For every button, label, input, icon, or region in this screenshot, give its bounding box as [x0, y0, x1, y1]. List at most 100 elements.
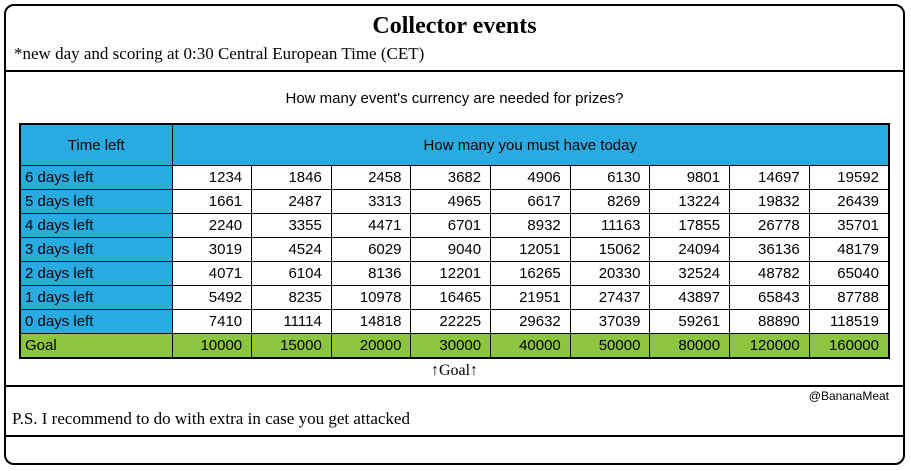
question-text: How many event's currency are needed for… [285, 89, 624, 107]
goal-value-cell: 30000 [410, 333, 492, 359]
goal-value-cell: 15000 [251, 333, 332, 359]
table-section: How many event's currency are needed for… [6, 72, 903, 387]
ps-note: P.S. I recommend to do with extra in cas… [12, 408, 410, 428]
value-cell: 1661 [171, 189, 253, 215]
value-cell: 22225 [410, 309, 492, 335]
value-cell: 1234 [171, 165, 253, 191]
row-label: 5 days left [19, 189, 173, 215]
value-cell: 24094 [649, 237, 731, 263]
value-cell: 12201 [410, 261, 492, 287]
table-row: 0 days left 7410 11114 14818 22225 29632 37039… [19, 309, 890, 335]
value-cell: 14818 [330, 309, 412, 335]
goal-marker: ↑Goal↑ [430, 361, 479, 379]
value-cell: 8235 [251, 285, 332, 311]
value-cell: 16465 [410, 285, 492, 311]
value-cell: 4071 [171, 261, 253, 287]
value-cell: 36136 [729, 237, 810, 263]
value-cell: 4524 [251, 237, 332, 263]
value-cell: 59261 [649, 309, 731, 335]
value-cell: 6701 [410, 213, 492, 239]
values-header: How many you must have today [171, 123, 890, 167]
value-cell: 29632 [490, 309, 571, 335]
value-cell: 5492 [171, 285, 253, 311]
row-label: 6 days left [19, 165, 173, 191]
subtitle-note: *new day and scoring at 0:30 Central Eur… [14, 43, 425, 63]
row-label: 3 days left [19, 237, 173, 263]
value-cell: 3355 [251, 213, 332, 239]
goal-row: Goal 10000 15000 20000 30000 40000 50000 80000 1… [19, 333, 890, 359]
value-cell: 43897 [649, 285, 731, 311]
table-row: 2 days left 4071 6104 8136 12201 16265 20330 32… [19, 261, 890, 287]
value-cell: 10978 [330, 285, 412, 311]
value-cell: 26778 [729, 213, 810, 239]
value-cell: 2458 [330, 165, 412, 191]
credit-handle: @BananaMeat [808, 388, 889, 403]
value-cell: 26439 [808, 189, 890, 215]
value-cell: 11163 [569, 213, 651, 239]
row-label: 4 days left [19, 213, 173, 239]
value-cell: 35701 [808, 213, 890, 239]
value-cell: 4965 [410, 189, 492, 215]
value-cell: 6104 [251, 261, 332, 287]
value-cell: 88890 [729, 309, 810, 335]
value-cell: 3019 [171, 237, 253, 263]
value-cell: 3313 [330, 189, 412, 215]
value-cell: 16265 [490, 261, 571, 287]
value-cell: 19832 [729, 189, 810, 215]
value-cell: 12051 [490, 237, 571, 263]
value-cell: 2240 [171, 213, 253, 239]
value-cell: 37039 [569, 309, 651, 335]
value-cell: 65040 [808, 261, 890, 287]
page-title: Collector events [372, 13, 537, 39]
value-cell: 6130 [569, 165, 651, 191]
collector-events-card: Collector events *new day and scoring at… [4, 4, 905, 465]
value-cell: 4906 [490, 165, 571, 191]
time-left-header: Time left [19, 123, 173, 167]
value-cell: 8269 [569, 189, 651, 215]
value-cell: 32524 [649, 261, 731, 287]
value-cell: 2487 [251, 189, 332, 215]
table-row: 1 days left 5492 8235 10978 16465 21951 27437 4… [19, 285, 890, 311]
value-cell: 20330 [569, 261, 651, 287]
value-cell: 9801 [649, 165, 731, 191]
value-cell: 4471 [330, 213, 412, 239]
value-cell: 15062 [569, 237, 651, 263]
goal-row-label: Goal [19, 333, 173, 359]
table-row: 3 days left 3019 4524 6029 9040 12051 15062 240… [19, 237, 890, 263]
value-cell: 7410 [171, 309, 253, 335]
value-cell: 9040 [410, 237, 492, 263]
goal-value-cell: 160000 [808, 333, 890, 359]
value-cell: 13224 [649, 189, 731, 215]
value-cell: 87788 [808, 285, 890, 311]
value-cell: 8136 [330, 261, 412, 287]
goal-value-cell: 40000 [490, 333, 571, 359]
value-cell: 14697 [729, 165, 810, 191]
goal-value-cell: 80000 [649, 333, 731, 359]
table-header-row: Time left How many you must have today [19, 123, 890, 167]
value-cell: 6029 [330, 237, 412, 263]
row-label: 0 days left [19, 309, 173, 335]
row-label: 1 days left [19, 285, 173, 311]
table-row: 6 days left 1234 1846 2458 3682 4906 6130 9801 1… [19, 165, 890, 191]
value-cell: 3682 [410, 165, 492, 191]
footer-section: @BananaMeat P.S. I recommend to do with … [6, 387, 903, 437]
value-cell: 48179 [808, 237, 890, 263]
prize-table: Time left How many you must have today 6… [19, 122, 890, 359]
goal-value-cell: 10000 [171, 333, 253, 359]
value-cell: 8932 [490, 213, 571, 239]
value-cell: 118519 [808, 309, 890, 335]
goal-value-cell: 50000 [569, 333, 651, 359]
value-cell: 19592 [808, 165, 890, 191]
value-cell: 48782 [729, 261, 810, 287]
value-cell: 17855 [649, 213, 731, 239]
value-cell: 11114 [251, 309, 332, 335]
title-section: Collector events *new day and scoring at… [6, 6, 903, 72]
value-cell: 27437 [569, 285, 651, 311]
value-cell: 65843 [729, 285, 810, 311]
table-row: 5 days left 1661 2487 3313 4965 6617 8269 13224… [19, 189, 890, 215]
value-cell: 6617 [490, 189, 571, 215]
value-cell: 1846 [251, 165, 332, 191]
table-row: 4 days left 2240 3355 4471 6701 8932 11163 1785… [19, 213, 890, 239]
row-label: 2 days left [19, 261, 173, 287]
goal-value-cell: 20000 [330, 333, 412, 359]
